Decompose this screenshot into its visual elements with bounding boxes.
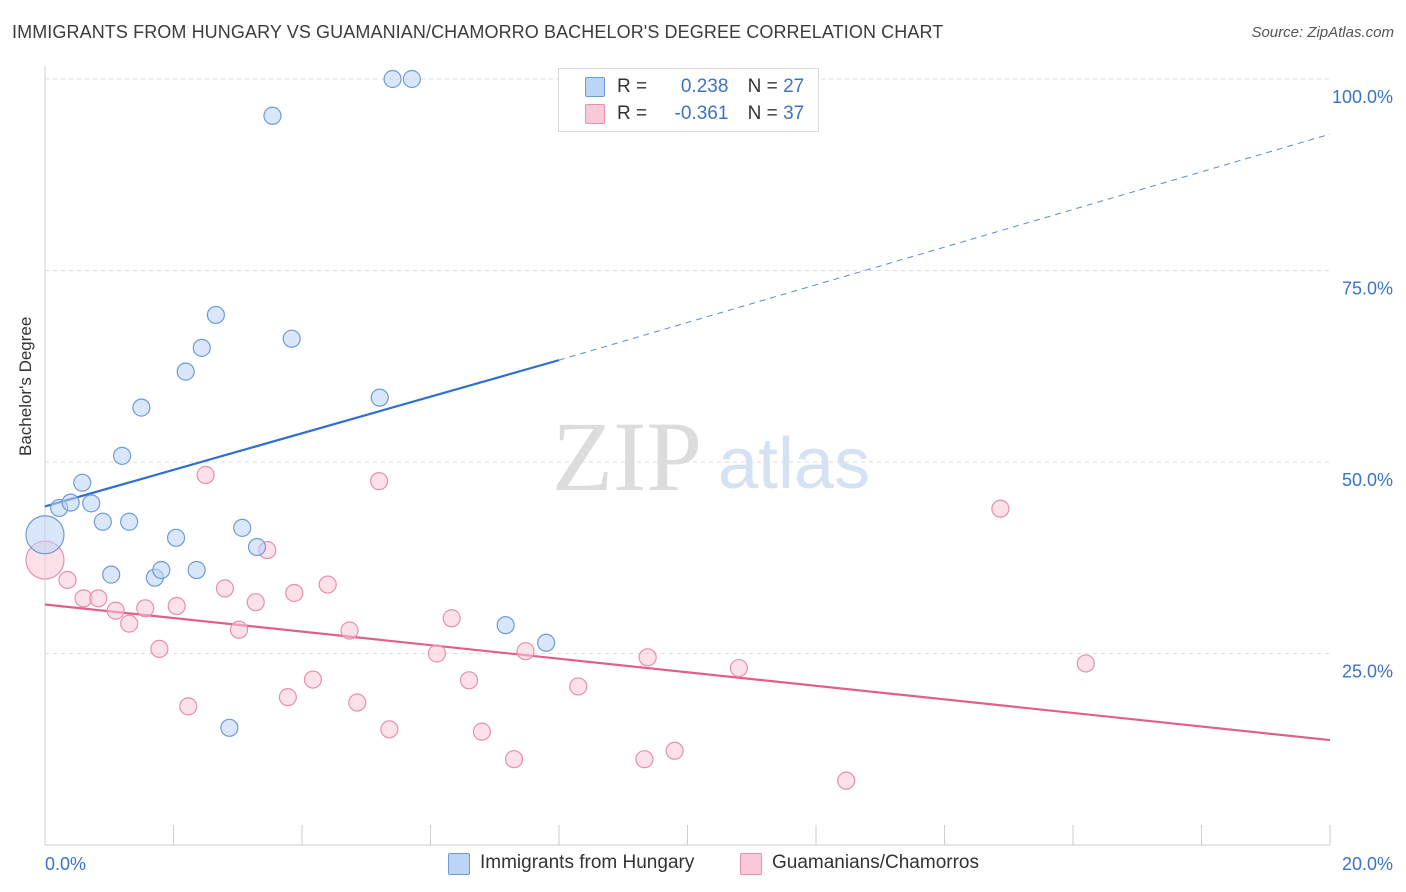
data-point-hungary <box>192 338 211 357</box>
data-point-hungary <box>206 305 226 325</box>
data-point-hungary <box>383 69 402 89</box>
data-point-guamanian <box>246 593 265 612</box>
y-tick-label: 75.0% <box>1342 279 1393 299</box>
data-point-hungary <box>120 512 139 531</box>
data-point-guamanian <box>106 601 125 620</box>
data-point-guamanian <box>665 741 684 760</box>
legend-label-guamanian: Guamanians/Chamorros <box>772 852 979 873</box>
data-point-hungary <box>112 446 132 465</box>
data-point-hungary <box>282 329 301 348</box>
legend-n-value-hungary: 27 <box>783 76 805 97</box>
data-point-guamanian <box>278 688 297 707</box>
data-point-guamanian <box>1076 654 1095 673</box>
data-point-hungary <box>93 512 112 531</box>
data-point-guamanian <box>136 599 155 618</box>
data-point-guamanian <box>303 670 323 689</box>
data-point-guamanian <box>442 609 461 628</box>
data-point-hungary <box>496 616 515 635</box>
data-point-guamanian <box>196 465 215 485</box>
data-point-guamanian <box>348 693 367 712</box>
source-label: Source: ZipAtlas.com <box>1251 24 1394 41</box>
data-point-guamanian <box>459 671 479 690</box>
data-point-hungary <box>25 515 65 555</box>
legend-r-label: R = <box>617 103 648 124</box>
data-point-guamanian <box>991 499 1010 518</box>
legend-label-hungary: Immigrants from Hungary <box>480 852 695 873</box>
legend-r-value-hungary: 0.238 <box>680 76 729 97</box>
data-point-guamanian <box>504 750 524 769</box>
data-point-guamanian <box>58 570 77 590</box>
data-point-guamanian <box>569 677 588 696</box>
y-tick-label: 50.0% <box>1342 470 1393 490</box>
data-point-guamanian <box>229 620 249 639</box>
trendline-guamanian <box>44 603 1331 742</box>
data-point-guamanian <box>285 583 304 603</box>
y-tick-label: 100.0% <box>1332 87 1393 107</box>
legend-swatch-blue <box>585 77 605 97</box>
data-point-hungary <box>152 560 171 580</box>
trendline-hungary-extension <box>558 133 1331 361</box>
data-point-hungary <box>187 560 206 580</box>
watermark: ZIP atlas <box>552 401 870 512</box>
data-point-guamanian <box>427 644 447 663</box>
data-point-hungary <box>61 493 80 512</box>
data-point-hungary <box>233 518 252 537</box>
data-point-hungary <box>263 106 282 125</box>
data-point-guamanian <box>89 589 108 608</box>
legend-swatch-blue <box>448 853 470 875</box>
data-point-hungary <box>132 398 151 417</box>
data-point-guamanian <box>179 697 198 716</box>
chart-title: IMMIGRANTS FROM HUNGARY VS GUAMANIAN/CHA… <box>12 22 944 42</box>
legend-r-label: R = <box>617 76 648 97</box>
legend-n-label: N = <box>747 76 778 97</box>
data-point-guamanian <box>120 614 139 633</box>
data-point-guamanian <box>472 722 491 741</box>
watermark-zip: ZIP <box>552 401 702 512</box>
data-point-guamanian <box>729 658 749 678</box>
legend-n-value-guamanian: 37 <box>783 103 805 124</box>
watermark-atlas: atlas <box>718 424 870 504</box>
data-point-guamanian <box>837 771 856 790</box>
data-point-guamanian <box>340 621 359 640</box>
data-point-hungary <box>402 69 421 89</box>
data-point-guamanian <box>516 642 535 661</box>
data-point-hungary <box>370 388 389 407</box>
data-point-hungary <box>247 537 267 557</box>
data-point-hungary <box>166 528 186 547</box>
x-tick-label: 20.0% <box>1342 854 1393 874</box>
data-point-guamanian <box>318 575 337 594</box>
data-point-hungary <box>537 633 556 652</box>
data-point-guamanian <box>370 472 389 491</box>
legend-swatch-pink <box>740 853 762 875</box>
data-point-hungary <box>73 473 92 492</box>
data-point-guamanian <box>638 648 657 667</box>
data-point-guamanian <box>635 750 654 769</box>
data-point-hungary <box>176 362 195 381</box>
data-point-guamanian <box>167 596 186 616</box>
data-point-guamanian <box>215 579 234 598</box>
data-point-hungary <box>220 718 239 737</box>
legend-swatch-pink <box>585 104 605 124</box>
x-tick-label: 0.0% <box>45 854 86 874</box>
legend-r-value-guamanian: -0.361 <box>674 103 729 124</box>
data-point-guamanian <box>150 639 169 659</box>
trendline-hungary <box>44 359 560 508</box>
data-point-hungary <box>102 565 121 584</box>
data-point-guamanian <box>380 720 399 739</box>
y-tick-label: 25.0% <box>1342 662 1393 682</box>
correlation-legend: R = 0.238 N = 27 R = -0.361 N = 37 <box>558 68 819 132</box>
data-point-hungary <box>82 494 101 513</box>
legend-n-label: N = <box>747 103 778 124</box>
